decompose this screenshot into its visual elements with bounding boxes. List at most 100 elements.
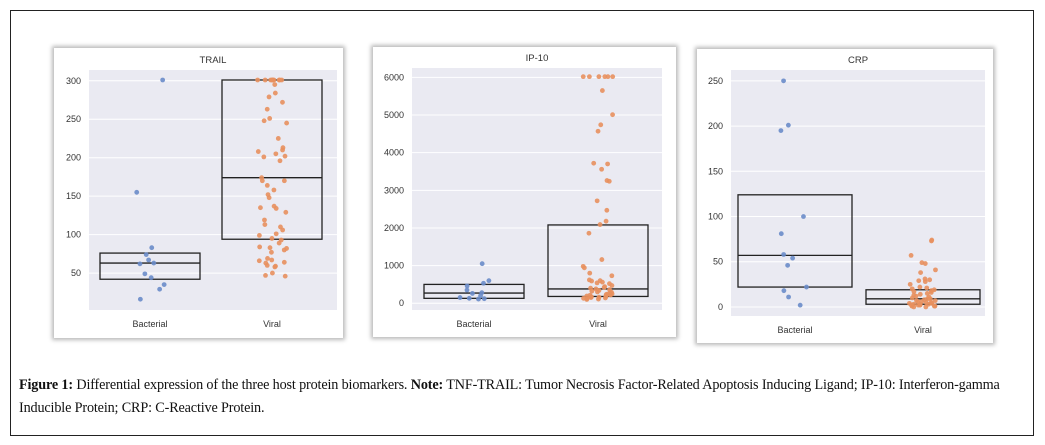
data-point-viral xyxy=(270,270,275,276)
figure-caption: Figure 1: Differential expression of the… xyxy=(19,374,1029,420)
data-point-viral xyxy=(267,245,273,251)
box-viral xyxy=(865,289,981,305)
data-point-bacterial xyxy=(161,282,167,288)
data-point-bacterial xyxy=(479,261,485,267)
data-point-bacterial xyxy=(464,287,470,293)
data-point-viral xyxy=(281,259,287,265)
data-point-viral xyxy=(594,280,600,286)
data-point-viral xyxy=(262,217,267,223)
data-point-viral xyxy=(269,257,275,263)
data-point-viral xyxy=(272,264,278,270)
data-point-bacterial xyxy=(778,231,784,237)
data-point-viral xyxy=(589,288,595,294)
data-point-bacterial xyxy=(804,284,809,290)
y-tick-label: 6000 xyxy=(384,72,404,82)
data-point-viral xyxy=(922,279,928,285)
data-point-viral xyxy=(609,283,615,288)
caption-text: Differential expression of the three hos… xyxy=(72,377,411,393)
data-point-viral xyxy=(600,279,605,285)
data-point-bacterial xyxy=(801,214,806,219)
data-point-viral xyxy=(601,285,607,290)
data-point-viral xyxy=(273,206,279,211)
data-point-viral xyxy=(916,278,922,284)
data-point-viral xyxy=(259,178,265,184)
y-tick-label: 150 xyxy=(66,191,81,201)
data-point-viral xyxy=(599,166,605,172)
data-point-viral xyxy=(280,99,285,105)
data-point-viral xyxy=(603,295,608,301)
chart-title: IP-10 xyxy=(526,53,549,64)
chart-crp: CRP 0 50 100 150 200 250 Bacterial Viral xyxy=(708,55,985,335)
data-point-viral xyxy=(595,128,601,134)
data-point-bacterial xyxy=(481,280,486,286)
data-point-viral xyxy=(587,270,593,276)
plot-area xyxy=(89,70,337,310)
data-point-bacterial xyxy=(146,257,152,263)
y-tick-label: 100 xyxy=(708,212,723,222)
data-point-viral xyxy=(917,302,923,308)
note-text: TNF-TRAIL: Tumor Necrosis Factor-Related… xyxy=(19,377,1000,416)
data-point-bacterial xyxy=(151,260,157,266)
y-tick-label: 0 xyxy=(718,302,723,312)
panel-crp: CRP 0 50 100 150 200 250 Bacterial Viral xyxy=(697,49,993,343)
data-point-viral xyxy=(266,195,272,201)
data-point-viral xyxy=(267,116,273,121)
data-point-viral xyxy=(609,273,615,279)
data-point-viral xyxy=(928,290,934,295)
data-point-viral xyxy=(263,272,268,278)
data-point-viral xyxy=(280,147,285,153)
data-point-viral xyxy=(917,284,923,290)
data-point-viral xyxy=(589,278,595,284)
data-point-viral xyxy=(281,247,287,253)
data-point-viral xyxy=(594,198,600,204)
y-tick-label: 250 xyxy=(66,114,81,124)
y-tick-label: 5000 xyxy=(384,110,404,120)
data-point-viral xyxy=(927,277,933,283)
data-point-bacterial xyxy=(786,294,791,300)
y-tick-label: 300 xyxy=(66,76,81,86)
data-point-viral xyxy=(610,74,616,80)
data-point-viral xyxy=(922,261,928,266)
data-point-viral xyxy=(258,205,263,211)
y-tick-label: 1000 xyxy=(384,261,404,271)
data-point-viral xyxy=(257,244,263,250)
data-point-viral xyxy=(917,291,923,297)
data-point-viral xyxy=(596,296,601,302)
y-tick-label: 150 xyxy=(708,166,723,176)
data-point-viral xyxy=(599,257,605,262)
box-bacterial xyxy=(423,283,525,299)
data-point-viral xyxy=(281,178,287,184)
data-point-viral xyxy=(924,290,930,296)
y-tick-label: 50 xyxy=(71,268,81,278)
data-point-viral xyxy=(283,209,289,215)
data-point-viral xyxy=(933,267,938,273)
chart-title: TRAIL xyxy=(200,55,227,66)
data-point-viral xyxy=(276,240,282,246)
y-tick-label: 4000 xyxy=(384,148,404,158)
data-point-bacterial xyxy=(778,128,784,133)
data-point-bacterial xyxy=(137,296,143,302)
data-point-viral xyxy=(256,258,262,264)
y-tick-label: 200 xyxy=(708,121,723,131)
data-point-viral xyxy=(262,77,268,83)
panel-ip10: IP-10 0 1000 2000 3000 4000 5000 6000 Bacterial V… xyxy=(373,47,676,337)
y-tick-label: 3000 xyxy=(384,185,404,195)
y-tick-label: 50 xyxy=(713,257,723,267)
data-point-viral xyxy=(605,161,611,167)
data-point-bacterial xyxy=(486,278,492,284)
x-tick-label: Viral xyxy=(589,319,607,329)
y-tick-label: 2000 xyxy=(384,223,404,233)
data-point-bacterial xyxy=(470,291,475,296)
data-point-viral xyxy=(262,222,268,228)
data-point-viral xyxy=(269,236,275,241)
data-point-bacterial xyxy=(785,262,791,268)
data-point-viral xyxy=(265,256,270,261)
note-label: Note: xyxy=(410,377,444,393)
data-point-bacterial xyxy=(790,255,796,261)
chart-title: CRP xyxy=(848,55,868,66)
data-point-viral xyxy=(273,151,279,157)
data-point-bacterial xyxy=(797,302,803,308)
data-point-bacterial xyxy=(457,295,463,300)
data-point-bacterial xyxy=(142,271,148,277)
chart-trail: TRAIL 50 100 150 200 250 300 Bacterial Viral xyxy=(66,55,337,329)
